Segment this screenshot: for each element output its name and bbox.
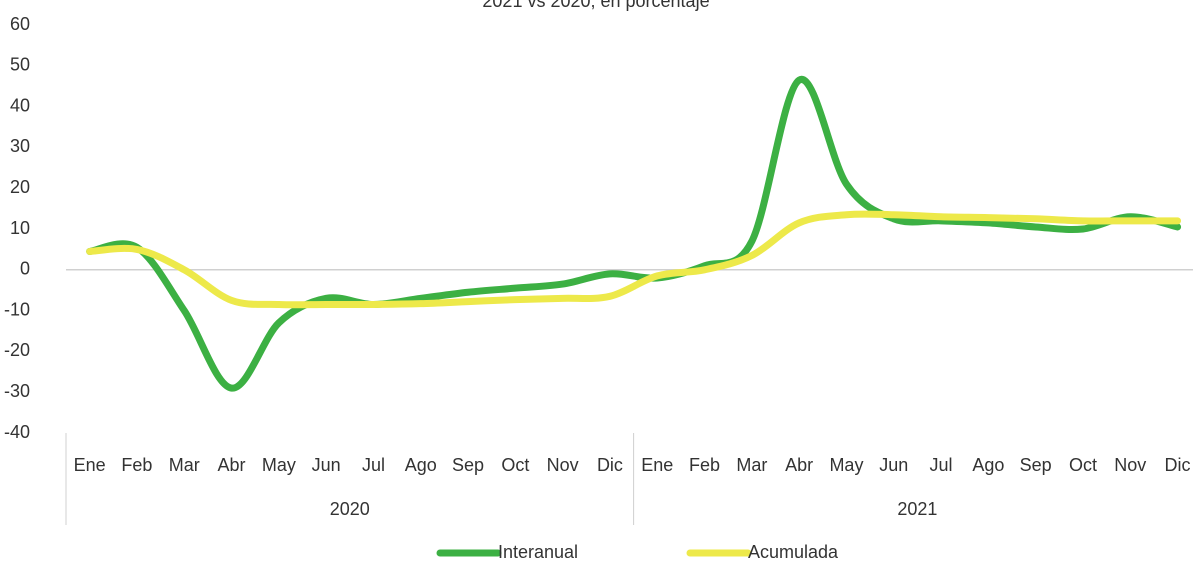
x-tick-label: Jul [362, 455, 385, 475]
x-tick-label: Mar [169, 455, 200, 475]
x-tick-label: Jul [930, 455, 953, 475]
group-label: 2021 [897, 499, 937, 519]
x-tick-label: Sep [452, 455, 484, 475]
legend-label: Acumulada [748, 542, 839, 562]
x-tick-label: May [262, 455, 296, 475]
x-tick-label: Nov [1114, 455, 1146, 475]
y-tick-label: 60 [10, 14, 30, 34]
x-tick-label: Mar [736, 455, 767, 475]
x-tick-label: Abr [218, 455, 246, 475]
chart-title: 2021 vs 2020, en porcentaje [482, 0, 709, 11]
y-tick-label: -40 [4, 422, 30, 442]
series-line [86, 76, 1182, 392]
x-tick-label: Oct [501, 455, 529, 475]
y-tick-label: 50 [10, 55, 30, 75]
x-tick-label: Ene [641, 455, 673, 475]
x-tick-label: Ene [74, 455, 106, 475]
x-tick-label: Nov [547, 455, 579, 475]
group-label: 2020 [330, 499, 370, 519]
y-tick-label: 0 [20, 259, 30, 279]
x-tick-label: Dic [597, 455, 623, 475]
y-tick-label: 10 [10, 218, 30, 238]
y-tick-label: -10 [4, 299, 30, 319]
x-tick-label: Feb [689, 455, 720, 475]
x-tick-label: May [829, 455, 863, 475]
x-tick-label: Jun [879, 455, 908, 475]
x-tick-label: Sep [1020, 455, 1052, 475]
x-tick-label: Ago [405, 455, 437, 475]
x-tick-label: Dic [1165, 455, 1191, 475]
x-tick-label: Oct [1069, 455, 1097, 475]
x-tick-label: Feb [121, 455, 152, 475]
x-tick-label: Jun [312, 455, 341, 475]
series-line [86, 210, 1182, 309]
x-tick-label: Abr [785, 455, 813, 475]
y-tick-label: 20 [10, 177, 30, 197]
legend-label: Interanual [498, 542, 578, 562]
y-tick-label: -30 [4, 381, 30, 401]
y-tick-label: -20 [4, 340, 30, 360]
y-tick-label: 40 [10, 95, 30, 115]
x-tick-label: Ago [972, 455, 1004, 475]
y-tick-label: 30 [10, 136, 30, 156]
